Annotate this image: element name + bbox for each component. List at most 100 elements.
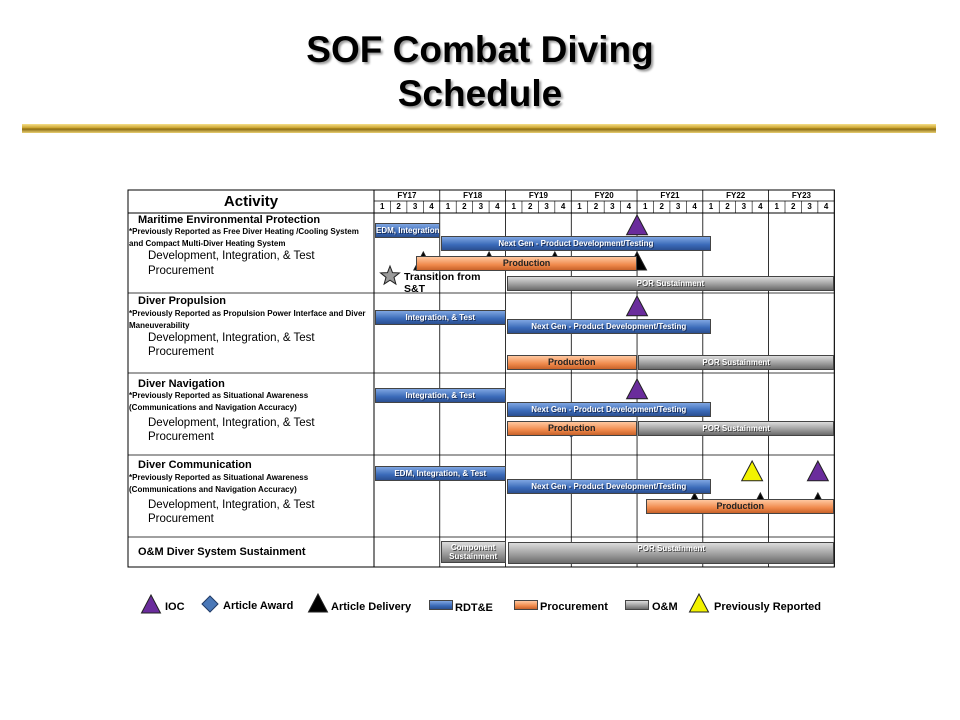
fy-label: FY19 xyxy=(528,191,548,200)
quarter-label: 4 xyxy=(495,202,500,211)
fy-label: FY22 xyxy=(726,191,746,200)
section-procurement-label: Procurement xyxy=(148,265,214,277)
bar-label: Next Gen - Product Development/Testing xyxy=(531,322,687,331)
quarter-label: 1 xyxy=(379,202,385,211)
quarter-label: 3 xyxy=(610,202,615,211)
fy-label: FY21 xyxy=(660,191,680,200)
legend-rdte-label: RDT&E xyxy=(455,602,493,614)
legend-om-swatch xyxy=(625,600,649,610)
quarter-label: 2 xyxy=(462,202,467,211)
ioc-milestone-icon xyxy=(806,459,830,482)
section-procurement-label: Procurement xyxy=(148,513,214,525)
quarter-label: 3 xyxy=(675,202,681,211)
procurement-bar: Production xyxy=(416,256,638,271)
activity-header: Activity xyxy=(223,193,279,210)
previously-reported-icon xyxy=(740,459,764,482)
quarter-label: 3 xyxy=(544,202,549,211)
section-dev-label: Development, Integration, & Test xyxy=(148,417,315,429)
fy-label: FY18 xyxy=(463,191,483,200)
section-procurement-label: Procurement xyxy=(148,431,214,443)
rdte-bar: Integration, & Test xyxy=(375,388,506,403)
om-bar: POR Sustainment xyxy=(508,542,835,564)
bar-label: POR Sustainment xyxy=(636,279,705,288)
transition-star-icon xyxy=(379,264,401,286)
bar-label: Production xyxy=(502,258,551,268)
section-note: *Previously Reported as Propulsion Power… xyxy=(129,309,366,330)
legend-procurement-label: Procurement xyxy=(540,601,608,613)
legend-delivery-label: Article Delivery xyxy=(331,601,412,613)
title-line-2: Schedule xyxy=(397,73,563,114)
quarter-label: 2 xyxy=(725,202,730,211)
quarter-label: 1 xyxy=(774,202,779,211)
bar-label: EDM, Integration, & Test xyxy=(376,226,440,235)
legend-procurement-swatch xyxy=(514,600,538,610)
legend-delivery-icon xyxy=(307,592,329,613)
bar-label: Integration, & Test xyxy=(405,391,476,400)
section-note: *Previously Reported as Free Diver Heati… xyxy=(129,227,359,248)
quarter-label: 3 xyxy=(741,202,747,211)
quarter-label: 1 xyxy=(643,202,648,211)
quarter-label: 2 xyxy=(593,202,599,211)
quarter-label: 4 xyxy=(560,202,566,211)
quarter-label: 1 xyxy=(708,202,714,211)
om-bar: POR Sustainment xyxy=(638,421,835,436)
fy-label: FY17 xyxy=(397,191,417,200)
quarter-label: 3 xyxy=(478,202,484,211)
bar-label: Production xyxy=(548,357,596,367)
quarter-label: 1 xyxy=(577,202,582,211)
om-bar: Component Sustainment xyxy=(440,541,506,563)
bar-label: Integration, & Test xyxy=(405,313,476,322)
title-line-1: SOF Combat Diving xyxy=(306,29,654,70)
ioc-milestone-icon xyxy=(625,377,649,400)
rdte-bar: Next Gen - Product Development/Testing xyxy=(506,479,712,494)
rdte-bar: EDM, Integration, & Test xyxy=(375,223,440,238)
page-title: SOF Combat Diving Schedule xyxy=(0,28,960,116)
quarter-label: 1 xyxy=(445,202,451,211)
legend-ioc-label: IOC xyxy=(165,601,185,613)
bar-label: POR Sustainment xyxy=(637,544,706,553)
section-title: Diver Propulsion xyxy=(138,295,227,307)
bar-label: POR Sustainment xyxy=(702,358,770,367)
rdte-bar: EDM, Integration, & Test xyxy=(375,466,506,481)
quarter-label: 4 xyxy=(692,202,697,211)
section-title: Maritime Environmental Protection xyxy=(138,214,321,226)
quarter-label: 4 xyxy=(758,202,763,211)
legend-om-label: O&M xyxy=(652,601,678,613)
rdte-bar: Next Gen - Product Development/Testing xyxy=(506,319,712,334)
legend-ioc-icon xyxy=(140,593,162,614)
ioc-milestone-icon xyxy=(625,294,649,317)
quarter-label: 3 xyxy=(412,202,418,211)
procurement-bar: Production xyxy=(646,499,835,514)
quarter-label: 2 xyxy=(396,202,401,211)
legend-award-label: Article Award xyxy=(223,600,294,612)
section-dev-label: Development, Integration, & Test xyxy=(148,499,315,511)
title-divider xyxy=(22,124,936,133)
procurement-bar: Production xyxy=(506,421,638,436)
quarter-label: 3 xyxy=(807,202,812,211)
legend-rdte-swatch xyxy=(429,600,453,610)
quarter-label: 2 xyxy=(527,202,533,211)
quarter-label: 4 xyxy=(823,202,829,211)
quarter-label: 4 xyxy=(626,202,632,211)
fy-label: FY23 xyxy=(791,191,811,200)
rdte-bar: Integration, & Test xyxy=(375,310,506,325)
om-bar: POR Sustainment xyxy=(638,355,835,370)
procurement-bar: Production xyxy=(506,355,638,370)
section-note: *Previously Reported as Situational Awar… xyxy=(129,391,309,412)
section-title: Diver Communication xyxy=(138,459,252,471)
section-procurement-label: Procurement xyxy=(148,346,214,358)
bar-label: Next Gen - Product Development/Testing xyxy=(531,405,687,414)
bar-label: POR Sustainment xyxy=(702,424,770,433)
quarter-label: 4 xyxy=(429,202,434,211)
fy-label: FY20 xyxy=(594,191,614,200)
bar-label: Next Gen - Product Development/Testing xyxy=(531,482,687,491)
legend-reported-label: Previously Reported xyxy=(714,601,821,613)
legend-award-icon xyxy=(201,595,219,613)
bar-label: EDM, Integration, & Test xyxy=(394,469,487,478)
legend-reported-icon xyxy=(688,592,710,613)
quarter-label: 2 xyxy=(790,202,796,211)
transition-label: Transition from S&T xyxy=(404,271,481,295)
bar-label: Production xyxy=(548,423,596,433)
ioc-milestone-icon xyxy=(625,213,649,236)
om-bar: POR Sustainment xyxy=(506,276,835,291)
